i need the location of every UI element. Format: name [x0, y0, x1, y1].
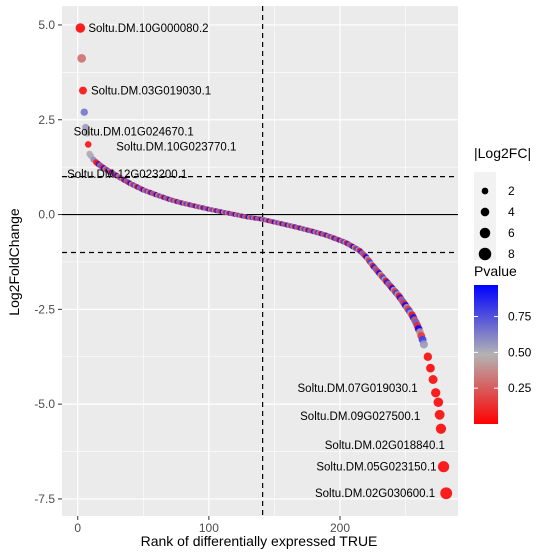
- data-point: [434, 409, 445, 420]
- x-axis: 0 100 200: [74, 516, 350, 535]
- gene-label: Soltu.DM.02G018840.1: [325, 440, 445, 452]
- reference-lines: [62, 6, 458, 516]
- gene-label: Soltu.DM.01G024670.1: [74, 126, 194, 138]
- y-tick-label: -5.0: [34, 397, 55, 411]
- data-point: [80, 108, 88, 116]
- color-legend-label: 0.75: [508, 310, 532, 324]
- gene-label: Soltu.DM.05G023150.1: [316, 462, 436, 474]
- gene-label: Soltu.DM.12G023200.1: [67, 169, 187, 181]
- data-point: [75, 23, 86, 33]
- y-tick-label: -2.5: [34, 302, 55, 316]
- data-point: [83, 129, 91, 137]
- gene-label: Soltu.DM.02G030600.1: [315, 488, 435, 500]
- gene-label: Soltu.DM.10G023770.1: [116, 141, 236, 153]
- grid-minor: [62, 6, 458, 516]
- size-legend-label: 4: [508, 205, 515, 219]
- size-legend-dot: [479, 227, 491, 239]
- size-legend: |Log2FC| 2 4 6 8: [474, 145, 531, 261]
- gene-label: Soltu.DM.03G019030.1: [91, 86, 211, 98]
- gene-label: Soltu.DM.10G000080.2: [88, 23, 208, 35]
- color-legend-bar: [474, 285, 498, 424]
- data-point: [428, 375, 438, 384]
- data-point: [419, 340, 428, 349]
- data-point: [437, 461, 450, 473]
- data-point: [84, 141, 92, 148]
- color-legend: Pvalue 0.75 0.50 0.25: [474, 263, 532, 424]
- x-tick-label: 0: [74, 521, 81, 535]
- data-point: [426, 363, 435, 373]
- data-point: [433, 397, 444, 408]
- data-point: [79, 86, 87, 95]
- data-points: [75, 23, 453, 500]
- data-point: [431, 388, 441, 398]
- y-tick-label: 0.0: [38, 208, 55, 222]
- size-legend-dot: [478, 247, 492, 261]
- size-legend-title: |Log2FC|: [474, 145, 531, 161]
- x-axis-title: Rank of differentially expressed TRUE: [141, 533, 378, 549]
- gene-label: Soltu.DM.07G019030.1: [298, 383, 418, 395]
- y-axis-title: Log2FoldChange: [6, 208, 22, 316]
- data-point: [423, 352, 433, 361]
- color-legend-label: 0.50: [508, 345, 532, 359]
- x-tick-label: 100: [199, 521, 219, 535]
- data-point: [440, 487, 453, 500]
- plot-panel: [62, 6, 458, 516]
- size-legend-label: 2: [508, 184, 515, 198]
- size-legend-label: 8: [508, 247, 515, 261]
- size-legend-dot: [481, 187, 489, 195]
- gene-label: Soltu.DM.09G027500.1: [300, 411, 420, 423]
- data-point: [77, 53, 87, 63]
- data-point: [82, 123, 90, 131]
- size-legend-label: 6: [508, 226, 515, 240]
- y-tick-label: 5.0: [38, 18, 55, 32]
- gene-annotations: Soltu.DM.10G000080.2 Soltu.DM.03G019030.1…: [67, 23, 445, 500]
- color-legend-label: 0.25: [508, 381, 532, 395]
- y-axis: 5.0 2.5 0.0 -2.5 -5.0 -7.5: [34, 18, 62, 506]
- x-tick-label: 200: [330, 521, 350, 535]
- color-legend-title: Pvalue: [474, 263, 517, 279]
- y-tick-label: 2.5: [38, 113, 55, 127]
- y-tick-label: -7.5: [34, 492, 55, 506]
- size-legend-dot: [480, 207, 490, 217]
- data-point: [435, 423, 447, 434]
